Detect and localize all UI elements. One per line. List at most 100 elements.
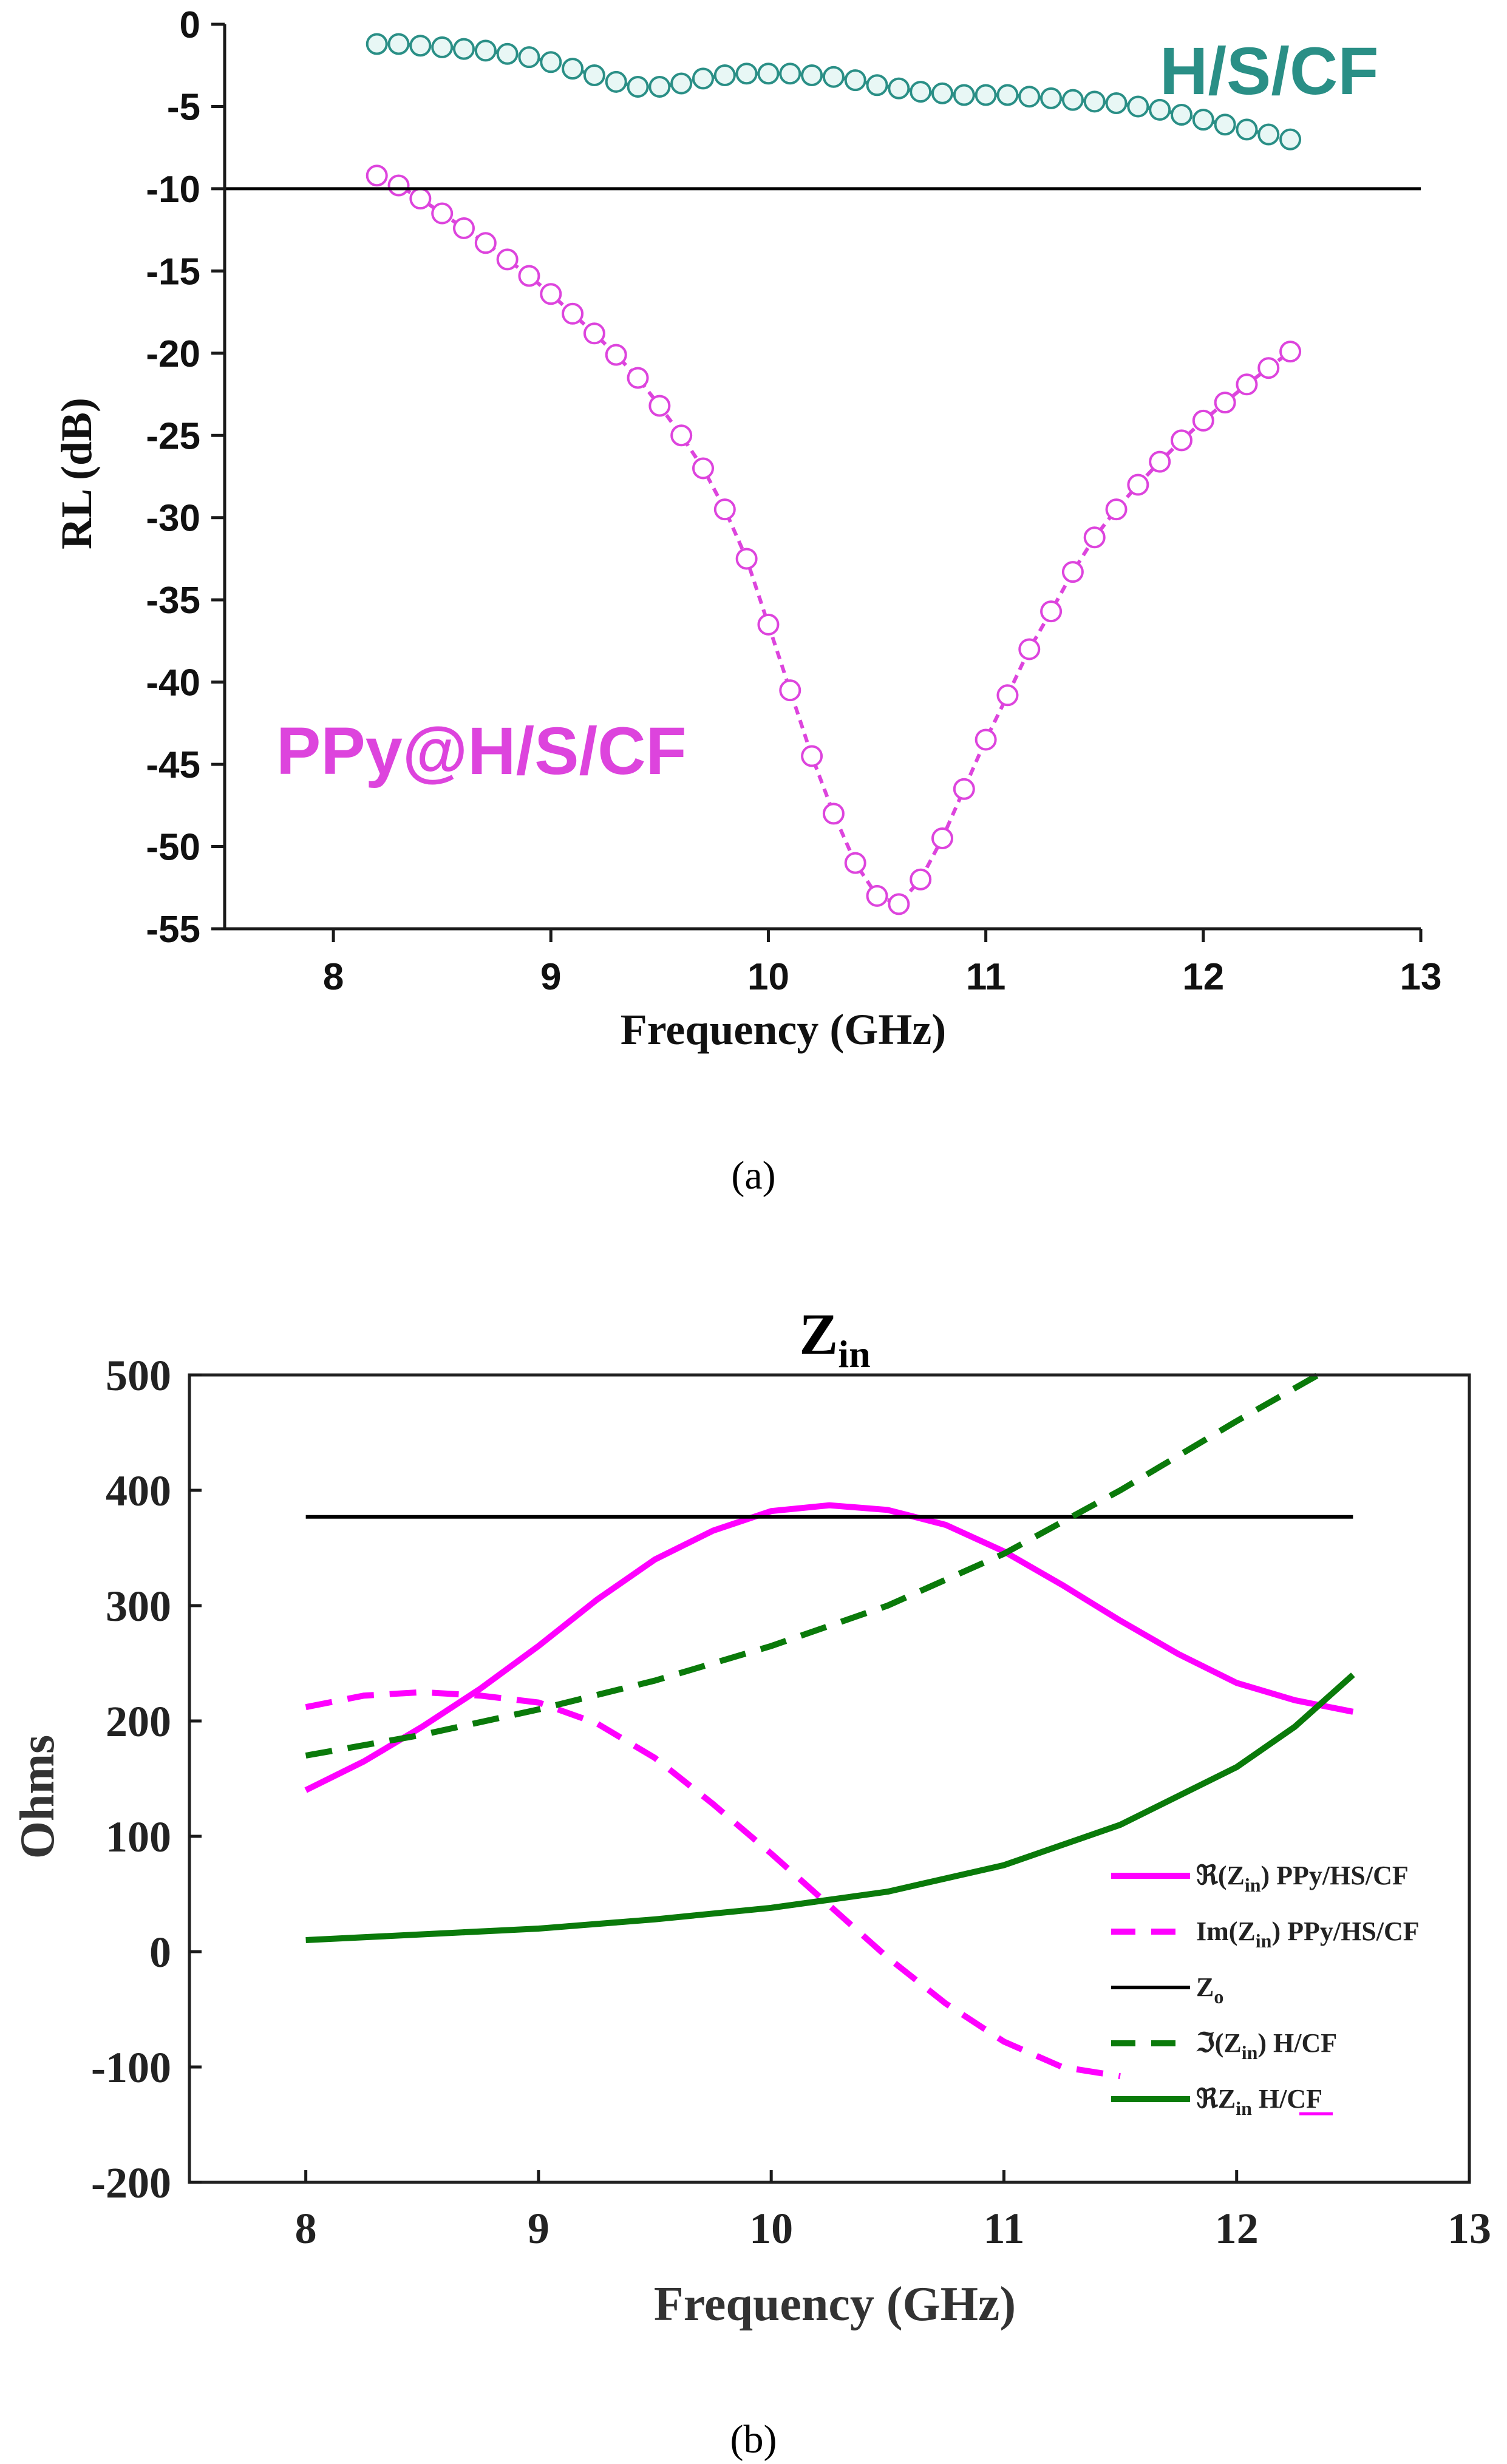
- panel-b-y-tick-label: 100: [106, 1813, 171, 1861]
- panel-b-y-tick-label: 200: [106, 1697, 171, 1746]
- panel-b-legend-label-tail: ) PPy/HS/CF: [1271, 1916, 1419, 1946]
- panel-a-data-point: [888, 77, 910, 100]
- panel-a-data-point: [453, 217, 475, 239]
- panel-a-rl-chart: 8 9 10 11 12 13 0 -5 -10 -15 -20 -25 -30 -35 -40 -45 -5…: [52, 4, 1441, 1198]
- panel-b-legend-label-tail: H/CF: [1252, 2084, 1322, 2114]
- panel-b-legend-label: ℜZin H/CF: [1196, 2084, 1322, 2119]
- panel-a-data-point: [779, 679, 801, 702]
- panel-a-data-point: [866, 884, 888, 907]
- panel-a-data-point: [888, 893, 910, 915]
- panel-b-series-line: [304, 1502, 1354, 1793]
- panel-b-legend-label-tail: ) PPy/HS/CF: [1261, 1861, 1409, 1890]
- panel-b-legend-label-main: ℜZ: [1196, 2084, 1236, 2114]
- panel-b-x-ticks: 8 9 10 11 12 13: [295, 2170, 1491, 2253]
- panel-a-x-tick-label: 10: [747, 956, 789, 998]
- panel-b-caption: (b): [730, 2417, 777, 2462]
- panel-a-x-tick-label: 8: [323, 956, 344, 998]
- panel-b-legend-label-main: ℑ(Z: [1196, 2028, 1242, 2058]
- panel-a-data-point: [1171, 429, 1192, 452]
- panel-b-x-tick-label: 9: [528, 2204, 549, 2253]
- panel-b-y-tick-label: -200: [91, 2159, 171, 2207]
- panel-a-data-point: [1018, 86, 1041, 108]
- panel-a-series-line: [376, 174, 1291, 906]
- panel-b-series-line: [305, 1689, 1121, 2080]
- panel-a-y-tick-label: -20: [146, 333, 200, 375]
- panel-a-data-point: [953, 84, 975, 106]
- panel-a-data-point: [670, 424, 693, 447]
- panel-a-data-point: [648, 395, 671, 417]
- panel-a-data-point: [1083, 526, 1106, 549]
- panel-a-data-point: [844, 852, 866, 874]
- panel-b-title-sub: in: [838, 1332, 870, 1376]
- panel-a-data-point: [996, 84, 1019, 106]
- panel-a-y-tick-label: -5: [167, 86, 200, 128]
- panel-a-data-point: [844, 69, 866, 92]
- panel-a-data-point: [540, 51, 562, 73]
- panel-a-data-point: [1127, 473, 1149, 496]
- panel-a-data-point: [409, 35, 432, 57]
- panel-a-data-point: [1236, 373, 1258, 396]
- panel-a-data-point: [757, 613, 780, 636]
- panel-a-data-point: [1192, 409, 1214, 432]
- panel-b-x-tick-label: 10: [749, 2204, 793, 2253]
- panel-b-legend-label-sub: in: [1256, 1930, 1272, 1952]
- panel-b-y-tick-label: 0: [149, 1928, 171, 1977]
- panel-a-data-point: [518, 46, 540, 69]
- panel-b-legend-label: ℜ(Zin) PPy/HS/CF: [1196, 1861, 1409, 1896]
- panel-b-legend-label-sub: o: [1214, 1986, 1223, 2008]
- panel-b-title: Zin: [799, 1302, 870, 1376]
- panel-a-xlabel: Frequency (GHz): [621, 1005, 947, 1054]
- panel-a-data-point: [866, 74, 888, 97]
- panel-a-data-point: [670, 72, 693, 95]
- panel-a-data-point: [366, 165, 388, 187]
- panel-a-data-point: [627, 367, 649, 389]
- panel-a-y-tick-label: -10: [146, 169, 200, 211]
- panel-a-data-point: [496, 42, 519, 65]
- panel-b-x-tick-label: 8: [295, 2204, 317, 2253]
- panel-a-data-point: [1214, 114, 1236, 136]
- panel-a-data-point: [409, 188, 432, 210]
- panel-a-data-point: [453, 38, 475, 60]
- panel-a-data-point: [540, 283, 562, 305]
- panel-a-series-label-ppy: PPy@H/S/CF: [276, 714, 687, 789]
- panel-a-data-point: [692, 67, 714, 90]
- panel-a-y-tick-label: -30: [146, 498, 200, 540]
- panel-b-legend-label: ℑ(Zin) H/CF: [1196, 2028, 1337, 2063]
- panel-a-data-point: [1127, 95, 1149, 118]
- panel-a-markers: [366, 33, 1302, 915]
- panel-a-data-point: [474, 39, 497, 62]
- panel-a-data-point: [735, 548, 758, 570]
- panel-a-data-point: [387, 33, 410, 55]
- panel-a-data-point: [735, 63, 758, 85]
- panel-b-x-tick-label: 11: [983, 2204, 1024, 2253]
- panel-b-x-tick-label: 13: [1447, 2204, 1491, 2253]
- panel-a-data-point: [431, 36, 454, 58]
- panel-a-x-ticks: 8 9 10 11 12 13: [323, 929, 1441, 998]
- panel-a-data-point: [801, 64, 823, 86]
- panel-a-data-point: [387, 174, 410, 197]
- panel-a-data-point: [822, 803, 845, 825]
- panel-a-data-point: [1279, 128, 1302, 151]
- panel-b-y-tick-label: 400: [106, 1467, 171, 1515]
- panel-b-series-line: [305, 1372, 1320, 1759]
- panel-b-legend-label: Zo: [1196, 1972, 1223, 2008]
- panel-a-data-point: [562, 302, 584, 325]
- panel-a-data-point: [366, 33, 388, 55]
- panel-a-y-tick-label: -15: [146, 251, 200, 293]
- panel-a-data-point: [1192, 109, 1214, 131]
- panel-a-x-tick-label: 12: [1182, 956, 1224, 998]
- panel-b-zin-chart: Zin 8 9 10 11 12 13 -200-1000100200300400500 …: [11, 1302, 1491, 2462]
- panel-a-data-point: [1214, 392, 1236, 414]
- panel-a-data-point: [1040, 600, 1063, 623]
- panel-b-legend-label-main: Z: [1196, 1972, 1214, 2002]
- panel-a-y-tick-label: -45: [146, 744, 200, 786]
- panel-a-data-point: [975, 84, 997, 106]
- panel-b-legend-label-sub: in: [1236, 2097, 1252, 2119]
- panel-b-frame: [188, 1373, 1471, 2184]
- panel-b-legend-label-tail: ) H/CF: [1257, 2028, 1337, 2058]
- panel-b-legend-label-main: Im(Z: [1196, 1916, 1256, 1946]
- panel-b-series-line: [305, 1672, 1355, 1943]
- panel-a-data-point: [1257, 357, 1280, 379]
- panel-b-y-tick-label: -100: [91, 2043, 171, 2092]
